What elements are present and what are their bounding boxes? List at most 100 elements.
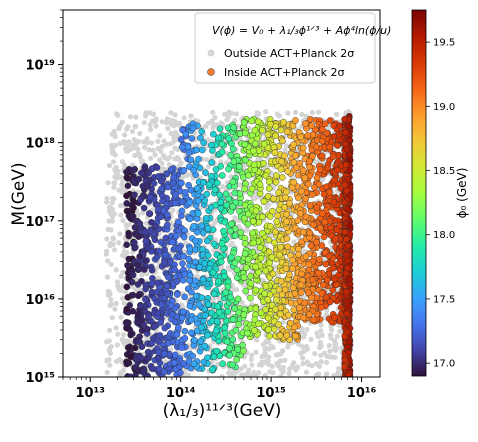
inside-point: [217, 198, 224, 206]
inside-point: [304, 289, 312, 297]
inside-point: [189, 352, 196, 360]
inside-point: [169, 179, 177, 187]
inside-point: [231, 189, 238, 197]
outside-point: [291, 239, 297, 245]
outside-point: [127, 338, 133, 345]
inside-point: [241, 250, 249, 257]
inside-point: [141, 228, 149, 236]
outside-point: [301, 334, 307, 340]
inside-point: [137, 354, 145, 362]
outside-point: [225, 370, 232, 376]
inside-point: [225, 135, 233, 142]
inside-point: [245, 172, 252, 179]
inside-point: [271, 149, 279, 156]
outside-point: [119, 182, 125, 188]
inside-point: [210, 353, 218, 361]
outside-point: [215, 361, 221, 368]
inside-point: [148, 266, 156, 274]
inside-point: [193, 228, 201, 236]
inside-point: [194, 210, 202, 217]
inside-point: [319, 281, 327, 289]
inside-point: [304, 132, 312, 139]
inside-point: [235, 163, 243, 170]
inside-point: [195, 155, 202, 163]
inside-point: [345, 122, 352, 130]
inside-point: [177, 212, 185, 220]
inside-point: [171, 318, 179, 326]
outside-point: [142, 144, 148, 150]
inside-point: [173, 331, 181, 339]
inside-point: [151, 322, 158, 330]
inside-point: [213, 179, 221, 187]
outside-point: [134, 140, 140, 146]
inside-point: [322, 294, 330, 302]
inside-point: [212, 166, 220, 173]
outside-point: [332, 354, 338, 360]
outside-point: [105, 226, 111, 232]
inside-point: [295, 194, 302, 202]
inside-point: [334, 142, 341, 149]
inside-point: [191, 277, 199, 285]
inside-point: [321, 218, 329, 226]
inside-point: [185, 255, 192, 263]
inside-point: [306, 163, 313, 171]
colorbar-ticks: 17.017.518.018.519.019.5: [426, 38, 455, 370]
outside-point: [132, 145, 138, 151]
outside-point: [314, 372, 320, 377]
inside-point: [284, 168, 292, 175]
outside-point: [172, 112, 178, 118]
inside-point: [264, 314, 272, 322]
inside-point: [157, 177, 165, 185]
inside-point: [342, 269, 350, 277]
outside-point: [317, 343, 323, 349]
outside-point: [317, 339, 323, 345]
inside-point: [259, 213, 266, 221]
inside-point: [305, 180, 312, 188]
inside-point: [123, 305, 130, 313]
inside-point: [306, 116, 314, 123]
outside-point: [121, 138, 127, 145]
outside-point: [117, 370, 123, 376]
inside-point: [249, 229, 257, 237]
outside-point: [219, 374, 225, 377]
outside-point: [104, 358, 110, 364]
inside-point: [129, 271, 137, 279]
inside-point: [244, 255, 252, 263]
inside-point: [266, 332, 273, 340]
inside-point: [160, 207, 167, 215]
inside-point: [318, 137, 326, 145]
inside-point: [225, 165, 232, 173]
inside-point: [342, 161, 350, 169]
inside-point: [226, 293, 234, 301]
inside-point: [181, 270, 188, 278]
inside-point: [268, 253, 276, 261]
inside-point: [290, 306, 298, 314]
inside-point: [200, 139, 207, 146]
inside-point: [192, 292, 200, 300]
colorbar-tick-label: 19.0: [433, 102, 455, 113]
inside-point: [248, 117, 256, 125]
x-axis-label: (λ₁/₃)¹¹ᐟ³(GeV): [163, 401, 282, 421]
outside-point: [113, 164, 119, 170]
inside-point: [145, 312, 152, 320]
outside-point: [107, 327, 113, 333]
inside-point: [136, 220, 144, 227]
outside-point: [119, 119, 125, 125]
inside-point: [247, 280, 255, 288]
inside-point: [308, 122, 316, 129]
inside-point: [346, 222, 353, 229]
inside-point: [178, 143, 186, 151]
inside-point: [215, 278, 222, 285]
outside-point: [160, 166, 166, 172]
inside-point: [230, 124, 237, 131]
outside-point: [111, 180, 117, 186]
inside-point: [333, 281, 340, 289]
inside-point: [227, 220, 235, 228]
inside-point: [210, 130, 217, 138]
outside-point: [210, 109, 216, 115]
inside-point: [240, 311, 248, 318]
inside-point: [124, 261, 131, 269]
inside-point: [193, 184, 201, 192]
inside-point: [311, 184, 318, 191]
outside-point: [298, 350, 304, 356]
